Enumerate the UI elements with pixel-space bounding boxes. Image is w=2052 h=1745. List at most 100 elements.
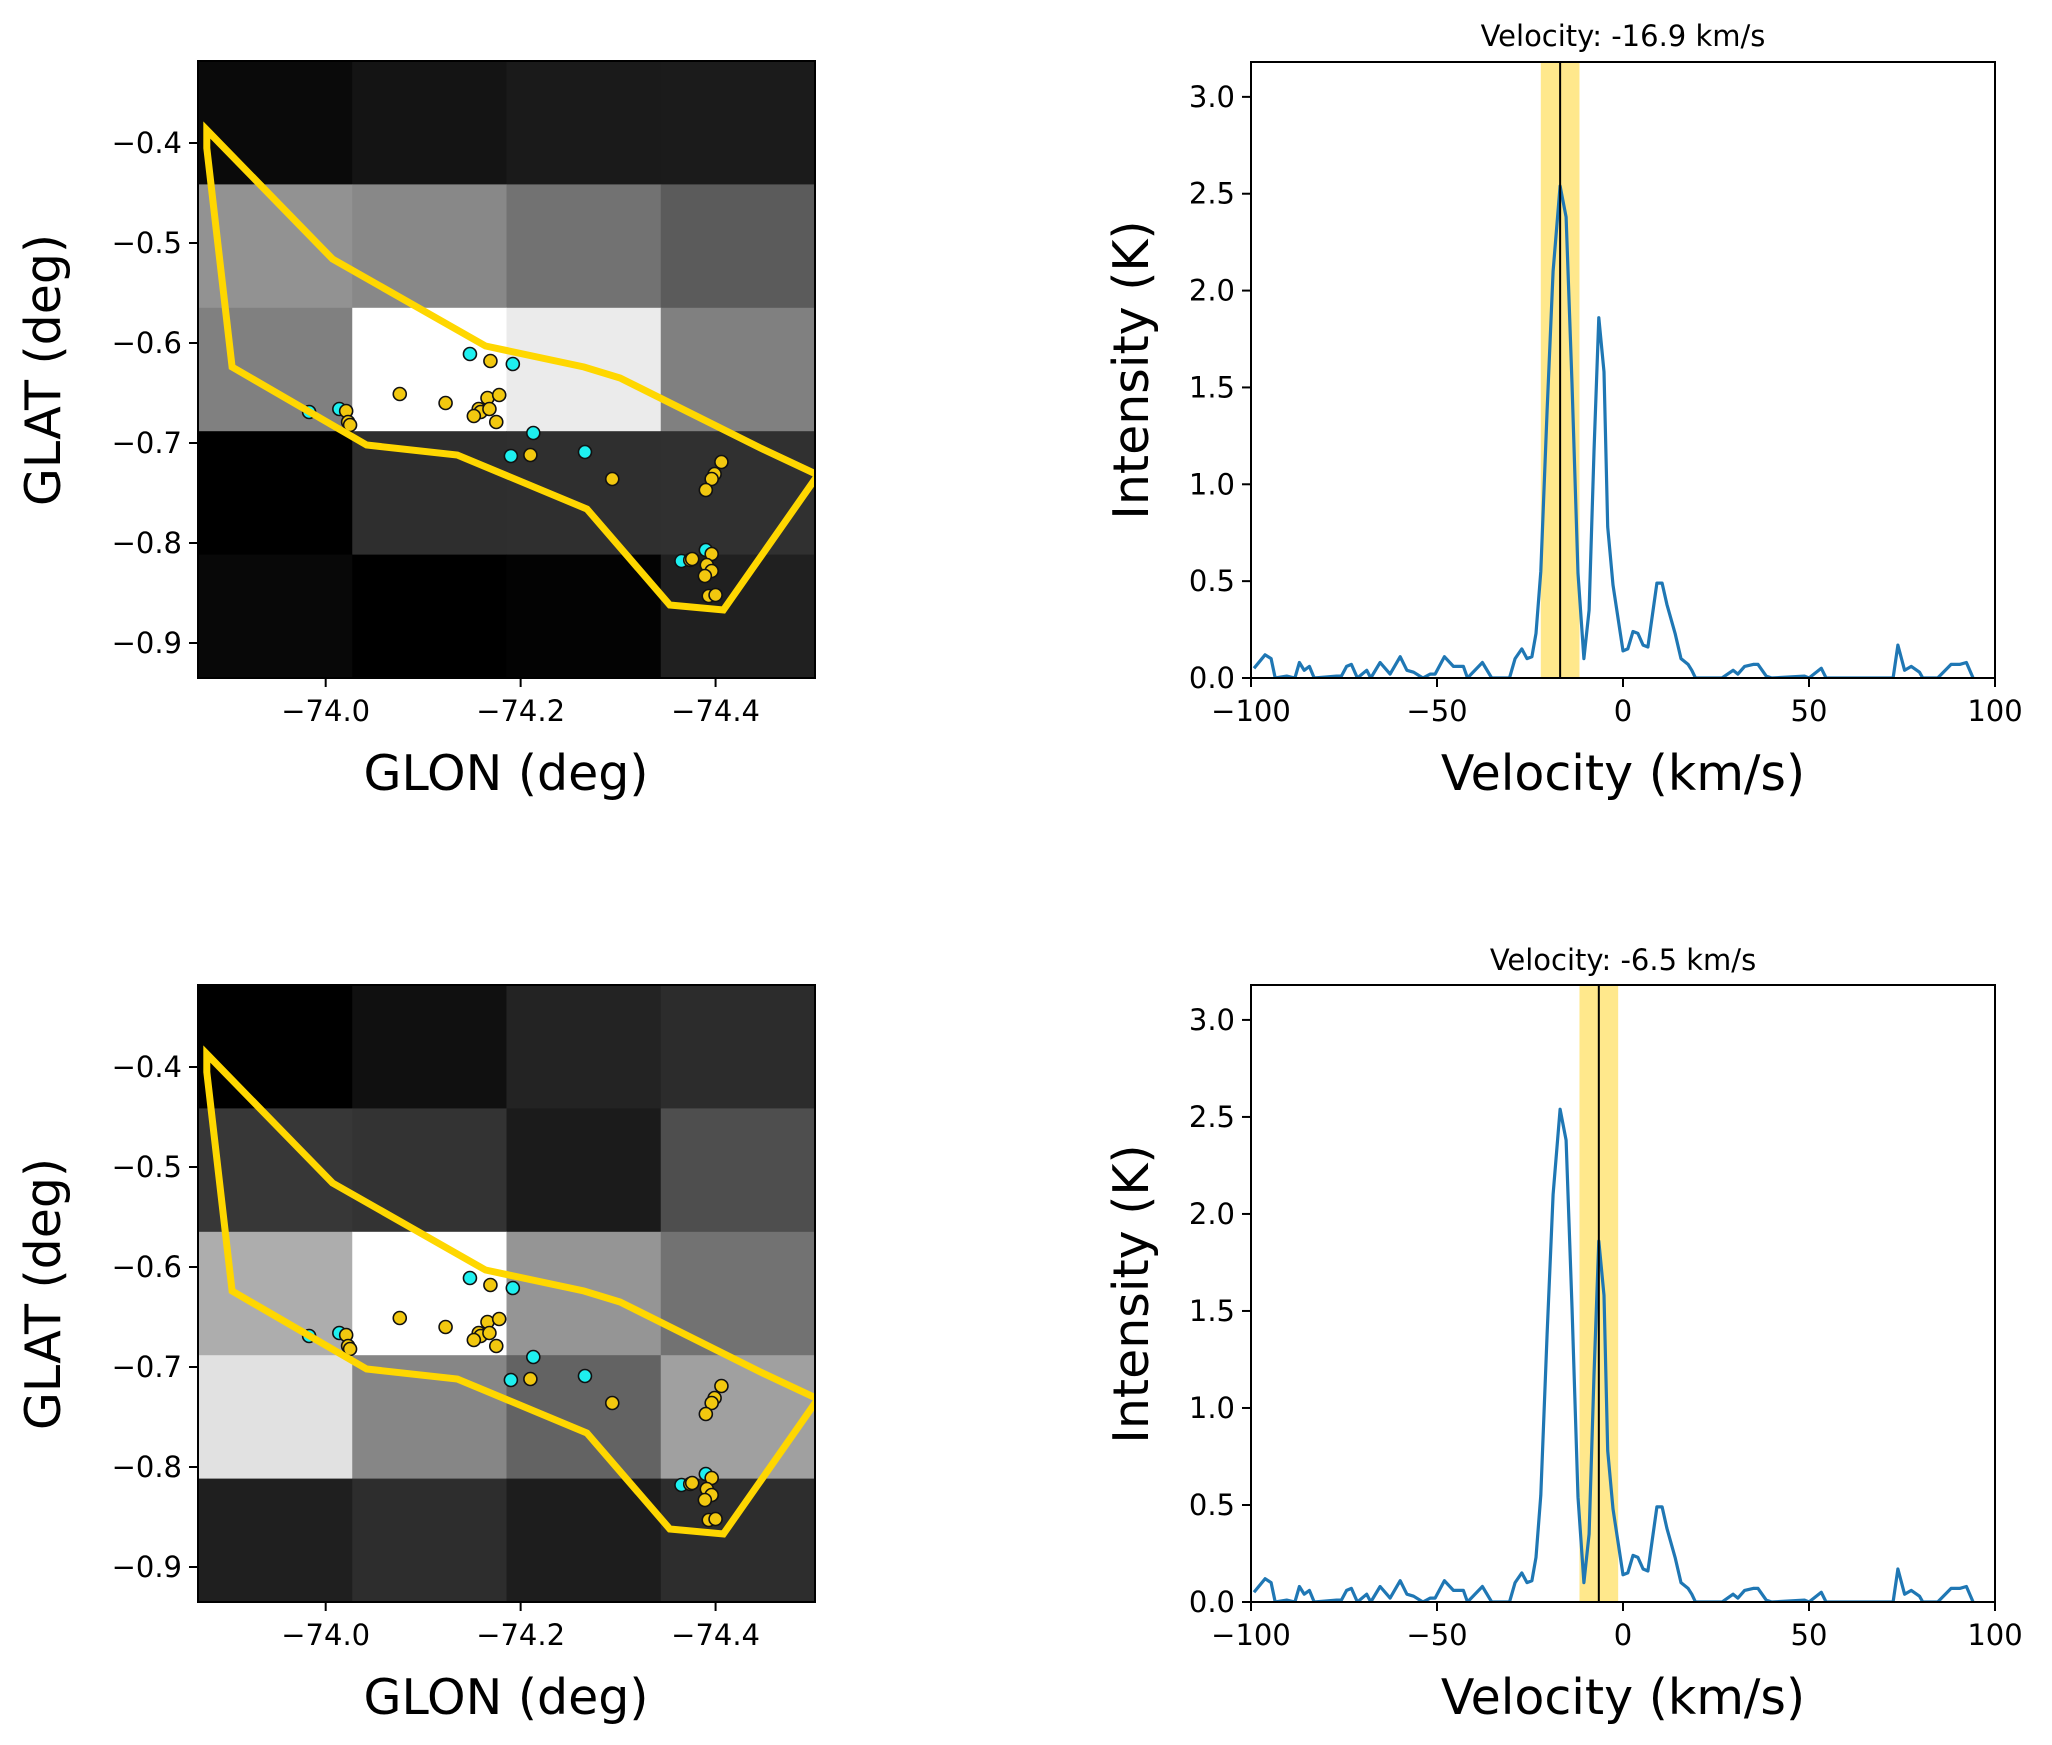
spectrum-top-plot-area <box>1252 62 1975 678</box>
source-point-cyan <box>526 1349 541 1365</box>
x-tick-label: −74.4 <box>671 694 760 728</box>
spectrum-line <box>1252 184 1975 678</box>
y-tick-label: −0.5 <box>112 1150 182 1184</box>
y-tick-label: −0.9 <box>112 1550 182 1584</box>
y-tick-label: 2.0 <box>1189 274 1235 308</box>
heatmap-cell <box>198 1231 353 1356</box>
x-tick-label: 0 <box>1614 1618 1632 1652</box>
spectrum-top-xlabel: Velocity (km/s) <box>1441 745 1805 802</box>
source-point-gold <box>392 386 408 402</box>
y-tick-label: 1.5 <box>1189 370 1235 404</box>
x-tick-label: −74.0 <box>281 694 370 728</box>
y-tick-label: 0.0 <box>1189 1585 1235 1619</box>
y-tick-label: 0.5 <box>1189 564 1235 598</box>
source-point-gold <box>438 395 453 411</box>
source-point-gold <box>482 401 497 417</box>
source-point-gold <box>604 1395 620 1411</box>
x-tick-label: −74.2 <box>476 694 565 728</box>
heatmap-cell <box>352 61 507 185</box>
map-bottom-xlabel: GLON (deg) <box>364 1669 649 1726</box>
source-point-gold <box>604 471 620 487</box>
source-point-gold <box>684 551 700 567</box>
source-point-gold <box>698 1406 714 1422</box>
x-tick-label: 50 <box>1791 694 1828 728</box>
heatmap-cell <box>506 184 662 309</box>
map-top-ylabel: GLAT (deg) <box>15 234 72 506</box>
y-tick-label: −0.8 <box>112 526 182 560</box>
heatmap-cell <box>506 554 662 678</box>
source-point-cyan <box>462 1270 478 1286</box>
y-tick-label: −0.4 <box>112 1050 182 1084</box>
heatmap-cell <box>660 1108 815 1233</box>
source-point-gold <box>483 1277 498 1293</box>
y-tick-label: 3.0 <box>1189 80 1235 114</box>
source-point-gold <box>704 1395 719 1411</box>
source-point-cyan <box>503 448 519 464</box>
heatmap-cell <box>660 61 815 185</box>
source-point-gold <box>708 587 723 603</box>
x-tick-label: −74.4 <box>671 1618 760 1652</box>
heatmap-cell <box>352 1108 507 1233</box>
source-point-gold <box>704 471 719 487</box>
heatmap-cell <box>660 184 815 309</box>
heatmap-cell <box>660 431 815 556</box>
source-point-cyan <box>503 1372 519 1388</box>
map-top-panel: GLON (deg) GLAT (deg) −74.0 −74.2 −74.4 −0.… <box>15 60 816 802</box>
source-point-gold <box>491 1311 507 1327</box>
y-tick-label: 2.5 <box>1189 1100 1235 1134</box>
source-point-gold <box>466 408 482 424</box>
source-point-gold <box>438 1319 453 1335</box>
y-tick-label: 1.0 <box>1189 1391 1235 1425</box>
spectrum-top-panel: Velocity: -16.9 km/s Velocity (km/s) Int… <box>1103 19 2023 802</box>
spectrum-top-ylabel: Intensity (K) <box>1103 220 1160 519</box>
spectrum-bottom-title: Velocity: -6.5 km/s <box>1490 943 1756 977</box>
heatmap-cell <box>660 1478 815 1602</box>
heatmap-cell <box>198 431 353 556</box>
heatmap-cell <box>352 554 507 678</box>
y-tick-label: 1.5 <box>1189 1294 1235 1328</box>
x-tick-label: −50 <box>1406 1618 1467 1652</box>
y-tick-label: −0.6 <box>112 1250 182 1284</box>
x-tick-label: 100 <box>1967 694 2022 728</box>
map-bottom-panel: GLON (deg) GLAT (deg) −74.0 −74.2 −74.4 −0.… <box>15 984 816 1726</box>
source-point-cyan <box>505 356 521 372</box>
x-tick-label: −50 <box>1406 694 1467 728</box>
map-bottom-plot-area <box>198 985 815 1602</box>
x-tick-label: 100 <box>1967 1618 2022 1652</box>
x-tick-label: −74.0 <box>281 1618 370 1652</box>
heatmap-cell <box>198 1355 353 1480</box>
heatmap-cell <box>660 985 815 1109</box>
source-point-gold <box>697 568 713 584</box>
source-point-gold <box>488 414 504 430</box>
y-tick-label: −0.7 <box>112 426 182 460</box>
spectrum-bottom-plot-area <box>1252 985 1975 1602</box>
spectrum-bottom-xlabel: Velocity (km/s) <box>1441 1669 1805 1726</box>
source-point-gold <box>491 387 507 403</box>
y-tick-label: −0.8 <box>112 1450 182 1484</box>
x-tick-label: −74.2 <box>476 1618 565 1652</box>
source-point-cyan <box>526 425 541 441</box>
source-point-gold <box>523 1371 538 1387</box>
heatmap-cell <box>198 985 353 1109</box>
spectrum-top-axes-frame <box>1250 61 1996 679</box>
heatmap-cell <box>198 61 353 185</box>
spectrum-line <box>1252 1107 1975 1602</box>
y-tick-label: −0.5 <box>112 226 182 260</box>
y-tick-label: 0.0 <box>1189 661 1235 695</box>
map-bottom-axes-frame <box>197 984 816 1603</box>
region-polygon <box>203 1045 815 1538</box>
heatmap-cell <box>660 1355 815 1480</box>
y-tick-label: 3.0 <box>1189 1003 1235 1037</box>
heatmap-cell <box>198 554 353 678</box>
heatmap-cell <box>506 61 662 185</box>
heatmap-cell <box>660 554 815 678</box>
y-tick-label: 2.0 <box>1189 1197 1235 1231</box>
source-point-gold <box>714 1378 729 1394</box>
spectrum-bottom-panel: Velocity: -6.5 km/s Velocity (km/s) Inte… <box>1103 943 2023 1726</box>
y-tick-label: −0.9 <box>112 626 182 660</box>
source-point-gold <box>708 1511 723 1527</box>
y-tick-label: 1.0 <box>1189 467 1235 501</box>
map-bottom-ylabel: GLAT (deg) <box>15 1158 72 1430</box>
source-point-gold <box>392 1310 408 1326</box>
